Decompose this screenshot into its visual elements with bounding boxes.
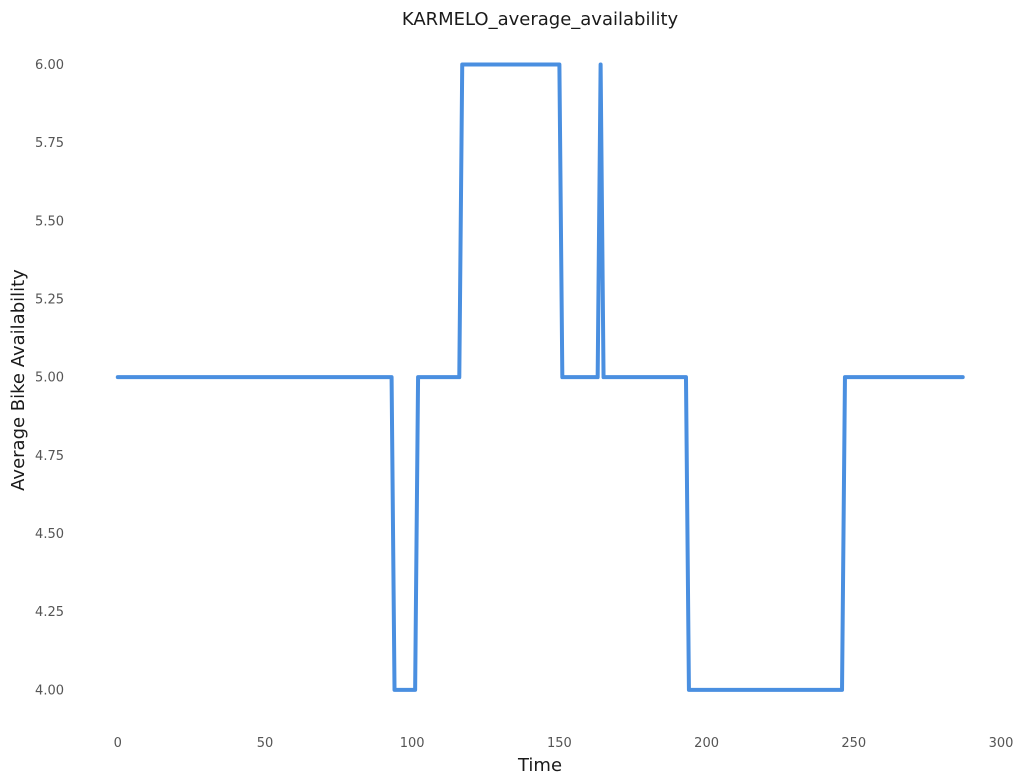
x-tick-label: 250	[841, 736, 866, 751]
x-axis-ticks: 0 50 100 150 200 250 300	[114, 736, 1014, 751]
x-tick-label: 200	[694, 736, 719, 751]
x-tick-label: 100	[400, 736, 425, 751]
y-axis-label: Average Bike Availability	[8, 269, 29, 491]
chart-title: KARMELO_average_availability	[402, 9, 679, 30]
y-tick-label: 5.00	[35, 371, 64, 386]
x-tick-label: 0	[114, 736, 122, 751]
y-tick-label: 5.75	[35, 136, 64, 151]
y-tick-label: 6.00	[35, 58, 64, 73]
x-tick-label: 50	[257, 736, 274, 751]
y-tick-label: 4.25	[35, 605, 64, 620]
y-tick-label: 5.50	[35, 214, 64, 229]
y-tick-label: 4.75	[35, 449, 64, 464]
x-tick-label: 300	[989, 736, 1014, 751]
x-axis-label: Time	[517, 755, 562, 776]
y-tick-label: 4.50	[35, 527, 64, 542]
series-layer	[115, 62, 965, 692]
series-line-1	[115, 62, 965, 692]
y-tick-label: 5.25	[35, 293, 64, 308]
x-tick-label: 150	[547, 736, 572, 751]
y-tick-label: 4.00	[35, 683, 64, 698]
y-axis-ticks: 4.00 4.25 4.50 4.75 5.00 5.25 5.50 5.75 6.00	[35, 58, 64, 698]
